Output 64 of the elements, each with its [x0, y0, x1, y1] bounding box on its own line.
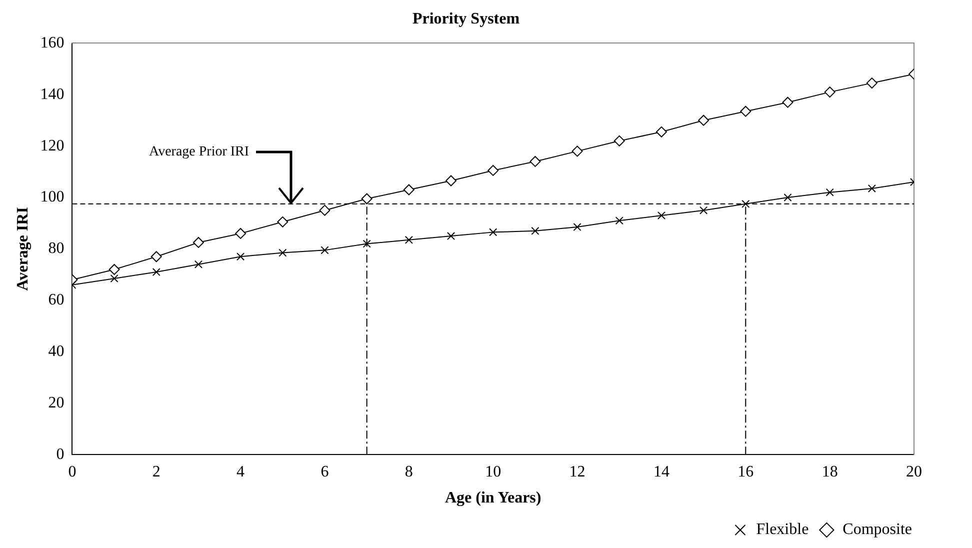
point [573, 223, 582, 232]
point [277, 216, 288, 228]
point [319, 204, 330, 216]
annotation: Average Prior IRI [149, 144, 250, 160]
x-tick-label: 12 [569, 463, 586, 480]
point [446, 232, 456, 240]
x-axis-title: Age (in Years) [444, 490, 542, 507]
point [784, 193, 792, 202]
point [824, 86, 836, 98]
point [152, 268, 160, 276]
y-tick-label: 160 [40, 34, 64, 52]
point [446, 175, 457, 186]
point [362, 240, 371, 248]
point [235, 228, 246, 239]
y-tick-label: 80 [48, 240, 64, 258]
x-tick-label: 2 [152, 463, 160, 480]
point [278, 248, 287, 257]
y-tick-label: 0 [56, 446, 64, 463]
y-tick-label: 120 [40, 137, 64, 154]
legend-label: Flexible [756, 521, 809, 538]
point [403, 184, 414, 196]
point [656, 126, 667, 138]
point [742, 200, 750, 208]
x-tick-label: 8 [404, 463, 413, 480]
y-tick-label: 100 [40, 188, 64, 206]
point [361, 193, 372, 204]
point [698, 114, 710, 126]
point [614, 135, 625, 146]
point [572, 146, 583, 157]
point [192, 236, 204, 248]
point [740, 106, 752, 117]
x-tick-label: 0 [68, 463, 76, 480]
point [489, 228, 498, 236]
point [108, 264, 120, 275]
point [657, 211, 666, 220]
x-tick-label: 6 [320, 463, 329, 480]
point [320, 246, 329, 254]
y-tick-label: 20 [48, 394, 64, 412]
point [868, 184, 876, 193]
x-tick-label: 10 [485, 463, 502, 480]
x-tick-label: 4 [236, 463, 245, 480]
point [826, 188, 834, 196]
point [488, 164, 499, 176]
y-tick-label: 140 [40, 86, 64, 103]
x-tick-label: 18 [822, 463, 838, 480]
point [404, 236, 413, 244]
chart-title: Priority System [412, 10, 520, 28]
point [700, 206, 708, 214]
y-axis-title: Average IRI [14, 207, 32, 291]
point [782, 96, 794, 108]
y-tick-label: 60 [48, 292, 64, 309]
point [110, 274, 118, 283]
point [236, 252, 245, 261]
x-tick-label: 16 [738, 463, 754, 480]
point [615, 216, 624, 225]
point [150, 251, 162, 262]
legend-label: Composite [842, 521, 912, 538]
point [194, 260, 203, 268]
point [530, 156, 541, 167]
y-tick-label: 40 [48, 342, 64, 360]
point [531, 226, 540, 235]
x-tick-label: 20 [906, 463, 922, 480]
x-tick-label: 14 [653, 463, 670, 480]
point [866, 78, 878, 89]
